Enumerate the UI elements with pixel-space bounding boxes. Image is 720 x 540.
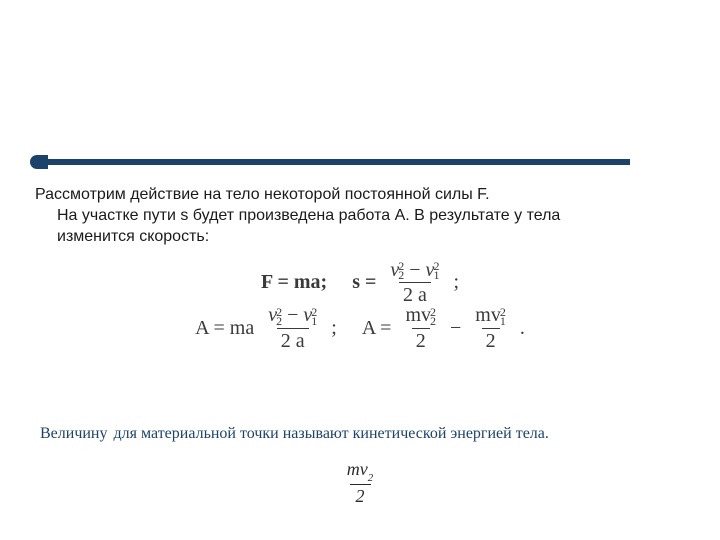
fracC-ss: 21 [500, 308, 506, 326]
row2-semi: ; [331, 317, 337, 340]
row2-minus: − [450, 317, 461, 340]
fracA-ss1: 22 [276, 308, 282, 326]
formula-row-2: A = ma v22 − v21 2 a ; A = mv22 2 − mv21… [195, 305, 525, 350]
fracC-den: 2 [482, 328, 500, 351]
frac1-den: 2 a [399, 282, 431, 305]
paragraph-line2: На участке пути s будет произведена рабо… [35, 206, 625, 248]
ke-fraction: mv2 2 [345, 460, 375, 505]
fracB-mv: mv [405, 304, 431, 326]
ke-num: mv [347, 459, 368, 479]
fracB-ss: 22 [430, 308, 436, 326]
formula-block: F = ma; s = v22 − v21 2 a ; A = ma v22 −… [0, 260, 720, 351]
fracB-den: 2 [412, 328, 430, 351]
bottom-sentence: Величину для материальной точки называют… [40, 425, 680, 443]
intro-paragraph: Рассмотрим действие на тело некоторой по… [35, 185, 625, 247]
paragraph-line1: Рассмотрим действие на тело некоторой по… [35, 186, 490, 203]
a-eq-ma: A = ma [195, 317, 254, 340]
kinetic-energy-expression: mv2 2 [0, 460, 720, 505]
fracA-ss2: 21 [311, 308, 317, 326]
s-eq: s = [352, 271, 376, 294]
frac1-ss1: 22 [398, 262, 404, 280]
fracC-mv: mv [475, 304, 501, 326]
fracA: v22 − v21 2 a [264, 305, 321, 350]
fracB: mv22 2 [401, 305, 440, 350]
f-eq-ma: F = ma; [261, 271, 327, 294]
header-accent-bar [30, 155, 630, 169]
header-bar-line [48, 159, 630, 165]
bottom-rest: для материальной точки называют кинетиче… [114, 425, 549, 443]
formula-row-1: F = ma; s = v22 − v21 2 a ; [261, 260, 459, 305]
frac-v-diff-over-2a: v22 − v21 2 a [386, 260, 443, 305]
fracA-minus: − [287, 304, 298, 326]
fracC: mv21 2 [471, 305, 510, 350]
header-bar-cap [30, 155, 48, 169]
ke-den: 2 [350, 484, 371, 505]
row1-semi: ; [453, 271, 459, 294]
bottom-word1: Величину [40, 425, 108, 443]
frac1-ss2: 21 [433, 262, 439, 280]
row2-dot: . [520, 317, 525, 340]
frac1-minus: − [409, 259, 420, 281]
fracA-den: 2 a [277, 328, 309, 351]
a-eq-2: A = [362, 317, 392, 340]
ke-sub: 2 [368, 472, 373, 484]
